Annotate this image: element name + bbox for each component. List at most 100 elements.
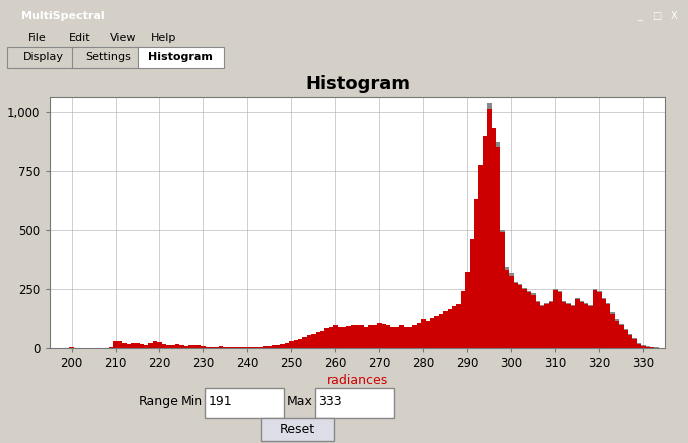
FancyBboxPatch shape bbox=[315, 388, 394, 418]
Text: Settings: Settings bbox=[85, 52, 131, 62]
Text: □: □ bbox=[652, 11, 662, 21]
Bar bbox=[408, 327, 412, 348]
Bar bbox=[518, 285, 522, 348]
Bar bbox=[439, 314, 443, 348]
Bar bbox=[390, 326, 395, 348]
Bar bbox=[276, 345, 281, 348]
Bar bbox=[329, 327, 333, 348]
Text: Max: Max bbox=[287, 395, 313, 408]
Bar bbox=[566, 304, 571, 348]
Bar bbox=[553, 289, 557, 348]
Bar bbox=[610, 312, 614, 348]
Bar bbox=[377, 323, 382, 348]
Bar bbox=[237, 347, 241, 348]
Bar bbox=[448, 309, 452, 348]
Bar bbox=[131, 342, 136, 348]
Bar bbox=[140, 345, 144, 348]
Bar bbox=[465, 272, 470, 348]
Bar bbox=[483, 136, 487, 348]
Bar bbox=[144, 345, 149, 348]
Text: 333: 333 bbox=[319, 395, 342, 408]
Text: MultiSpectral: MultiSpectral bbox=[21, 11, 105, 21]
Bar bbox=[175, 345, 180, 348]
Bar bbox=[360, 325, 364, 348]
Bar bbox=[294, 340, 298, 348]
Text: Edit: Edit bbox=[69, 33, 90, 43]
Bar bbox=[245, 347, 250, 348]
Bar bbox=[491, 128, 496, 348]
Bar bbox=[153, 341, 158, 348]
Text: _: _ bbox=[637, 11, 643, 21]
Bar bbox=[610, 314, 614, 348]
Bar bbox=[215, 346, 219, 348]
Bar bbox=[606, 304, 610, 348]
Bar bbox=[614, 319, 619, 348]
Bar bbox=[628, 335, 632, 348]
Text: 191: 191 bbox=[208, 395, 232, 408]
Bar bbox=[421, 319, 426, 348]
Bar bbox=[320, 331, 325, 348]
Bar bbox=[601, 298, 606, 348]
Bar bbox=[434, 316, 439, 348]
Bar bbox=[588, 305, 593, 348]
Bar bbox=[355, 325, 360, 348]
Bar bbox=[496, 142, 500, 348]
Bar bbox=[342, 327, 347, 348]
Bar bbox=[206, 346, 210, 348]
Bar bbox=[210, 347, 215, 348]
Bar bbox=[509, 273, 513, 348]
Text: Reset: Reset bbox=[280, 424, 315, 436]
Bar bbox=[373, 325, 377, 348]
Bar bbox=[619, 325, 623, 348]
Bar bbox=[535, 300, 540, 348]
Bar bbox=[522, 288, 527, 348]
Bar bbox=[325, 328, 329, 348]
Bar bbox=[531, 295, 535, 348]
Bar bbox=[544, 304, 549, 348]
Bar bbox=[641, 346, 645, 348]
Bar bbox=[443, 311, 448, 348]
Bar bbox=[166, 345, 171, 348]
FancyBboxPatch shape bbox=[205, 388, 284, 418]
Bar bbox=[417, 323, 421, 348]
Bar bbox=[224, 347, 228, 348]
Bar bbox=[623, 330, 628, 348]
Bar bbox=[593, 290, 597, 348]
Bar bbox=[399, 325, 404, 348]
Bar bbox=[250, 347, 254, 348]
Bar bbox=[509, 276, 513, 348]
Text: Range: Range bbox=[139, 395, 179, 408]
Bar bbox=[575, 298, 579, 348]
Bar bbox=[426, 321, 430, 348]
Bar bbox=[281, 343, 285, 348]
Bar bbox=[557, 292, 562, 348]
Bar bbox=[500, 232, 505, 348]
Bar bbox=[307, 335, 311, 348]
Bar bbox=[316, 332, 320, 348]
Bar bbox=[623, 329, 628, 348]
Bar bbox=[513, 283, 518, 348]
Bar bbox=[69, 347, 74, 348]
Bar bbox=[180, 346, 184, 348]
Bar bbox=[636, 342, 641, 348]
Bar bbox=[557, 291, 562, 348]
Bar bbox=[628, 334, 632, 348]
Text: Histogram: Histogram bbox=[148, 52, 213, 62]
Bar bbox=[645, 346, 650, 348]
Bar bbox=[544, 303, 549, 348]
Bar bbox=[122, 342, 127, 348]
Bar bbox=[470, 239, 474, 348]
Bar bbox=[553, 290, 557, 348]
Bar bbox=[430, 318, 434, 348]
Bar bbox=[575, 299, 579, 348]
Bar bbox=[272, 346, 276, 348]
Bar bbox=[193, 345, 197, 348]
Text: File: File bbox=[28, 33, 46, 43]
Text: Help: Help bbox=[151, 33, 177, 43]
Bar bbox=[404, 326, 408, 348]
Bar bbox=[513, 282, 518, 348]
Bar bbox=[540, 305, 544, 348]
Bar bbox=[241, 347, 245, 348]
Bar bbox=[619, 324, 623, 348]
Bar bbox=[562, 302, 566, 348]
